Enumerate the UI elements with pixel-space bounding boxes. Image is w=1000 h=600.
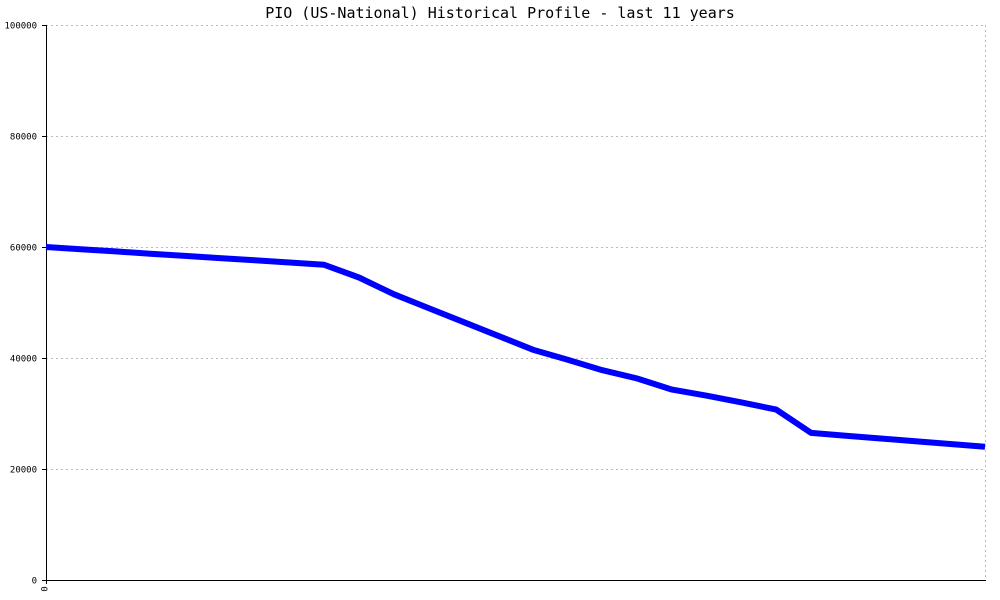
series-layer: [45, 244, 986, 450]
chart-title: PIO (US-National) Historical Profile - l…: [265, 4, 735, 22]
y-tick-label: 40000: [10, 355, 37, 365]
y-tick-label: 100000: [4, 22, 37, 32]
tick-labels: 0 20000 40000 60000 80000 100000 0: [4, 22, 50, 592]
gridlines: [46, 25, 986, 580]
y-tick-label: 60000: [10, 244, 37, 254]
y-tick-label: 80000: [10, 133, 37, 143]
series-line-0: [45, 244, 986, 450]
x-tick-label: 0: [41, 586, 51, 591]
y-tick-label: 0: [32, 577, 37, 587]
axes: [42, 25, 986, 584]
y-tick-label: 20000: [10, 466, 37, 476]
